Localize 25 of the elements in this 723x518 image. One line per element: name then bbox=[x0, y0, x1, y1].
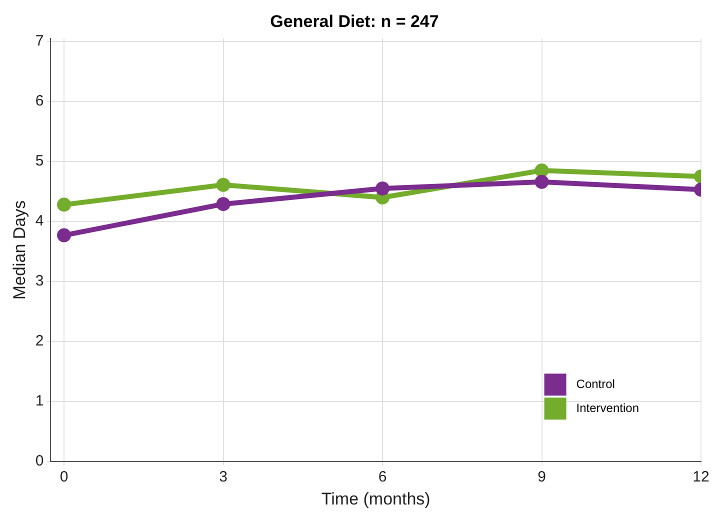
legend-label: Intervention bbox=[576, 400, 640, 415]
point bbox=[57, 228, 72, 242]
point bbox=[216, 197, 230, 212]
x-tick-label: 0 bbox=[60, 468, 68, 486]
y-tick-label: 0 bbox=[35, 452, 44, 470]
x-tick-label: 9 bbox=[538, 468, 546, 486]
x-axis-title: Time (months) bbox=[321, 489, 430, 508]
y-tick-label: 6 bbox=[35, 92, 44, 110]
y-tick-label: 4 bbox=[35, 212, 44, 230]
chart-title: General Diet: n = 247 bbox=[270, 12, 439, 31]
y-tick-label: 3 bbox=[35, 272, 44, 290]
point bbox=[57, 198, 72, 212]
y-tick-label: 5 bbox=[35, 152, 44, 170]
y-tick-label: 2 bbox=[35, 332, 44, 350]
y-axis-title: Median Days bbox=[10, 200, 29, 300]
point bbox=[534, 174, 549, 189]
x-tick-label: 12 bbox=[692, 468, 710, 486]
point bbox=[216, 178, 230, 192]
y-tick-label: 1 bbox=[35, 392, 44, 410]
y-tick-label: 7 bbox=[35, 32, 44, 50]
point bbox=[534, 163, 549, 178]
x-tick-label: 6 bbox=[378, 468, 387, 486]
point bbox=[376, 181, 390, 196]
legend-label: Control bbox=[576, 376, 615, 391]
x-tick-label: 3 bbox=[219, 468, 228, 486]
